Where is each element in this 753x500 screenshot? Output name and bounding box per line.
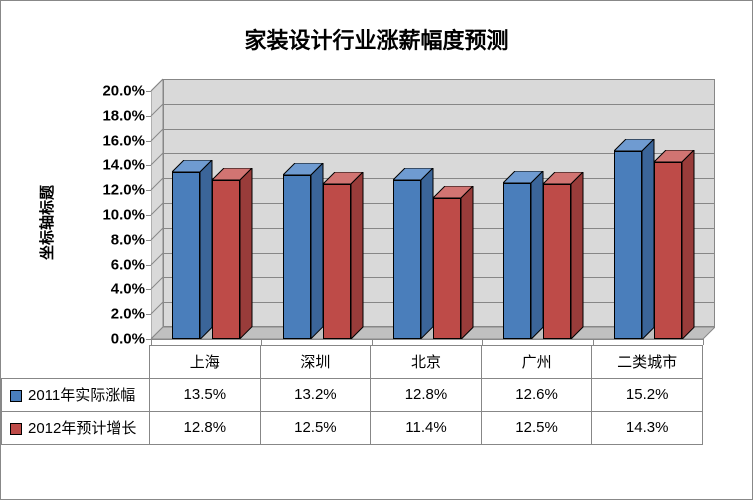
data-table: 上海深圳北京广州二类城市2011年实际涨幅13.5%13.2%12.8%12.6… [1,345,703,445]
y-tick-label: 10.0% [102,207,151,224]
y-tick-label: 4.0% [111,281,151,298]
table-value-cell: 11.4% [371,411,482,444]
table-value-cell: 15.2% [592,378,703,411]
legend-swatch [10,390,22,402]
category-separator [703,339,704,345]
table-category-header: 北京 [371,346,482,379]
y-tick-label: 16.0% [102,132,151,149]
table-value-cell: 12.5% [481,411,592,444]
legend-label: 2012年预计增长 [28,420,136,437]
table-header-row: 上海深圳北京广州二类城市 [2,346,703,379]
table-series-row: 2012年预计增长12.8%12.5%11.4%12.5%14.3% [2,411,703,444]
plot-area: 0.0%2.0%4.0%6.0%8.0%10.0%12.0%14.0%16.0%… [151,91,703,339]
table-category-header: 上海 [150,346,261,379]
table-value-cell: 13.2% [260,378,371,411]
y-tick-label: 6.0% [111,256,151,273]
table-series-row: 2011年实际涨幅 13.5%13.2%12.8%12.6%15.2% [2,378,703,411]
y-tick-label: 8.0% [111,231,151,248]
table-value-cell: 12.8% [150,411,261,444]
y-tick-label: 20.0% [102,83,151,100]
chart-frame: 家装设计行业涨薪幅度预测 坐标轴标题 0.0%2.0%4.0%6.0%8.0%1… [0,0,753,500]
table-category-header: 深圳 [260,346,371,379]
legend-label: 2011年实际涨幅 [28,387,135,404]
legend-cell: 2012年预计增长 [2,411,150,444]
table-value-cell: 13.5% [150,378,261,411]
table-value-cell: 14.3% [592,411,703,444]
gridline [163,79,715,80]
y-tick-label: 12.0% [102,182,151,199]
table-value-cell: 12.6% [481,378,592,411]
category-separators [151,91,703,339]
y-tick-label: 2.0% [111,306,151,323]
y-tick-label: 18.0% [102,107,151,124]
legend-swatch [10,423,22,435]
legend-cell: 2011年实际涨幅 [2,378,150,411]
y-tick-label: 14.0% [102,157,151,174]
table-value-cell: 12.8% [371,378,482,411]
table-category-header: 广州 [481,346,592,379]
table-corner [2,346,150,379]
y-axis-label: 坐标轴标题 [36,185,57,260]
table-value-cell: 12.5% [260,411,371,444]
table-category-header: 二类城市 [592,346,703,379]
chart-title: 家装设计行业涨薪幅度预测 [1,23,752,55]
